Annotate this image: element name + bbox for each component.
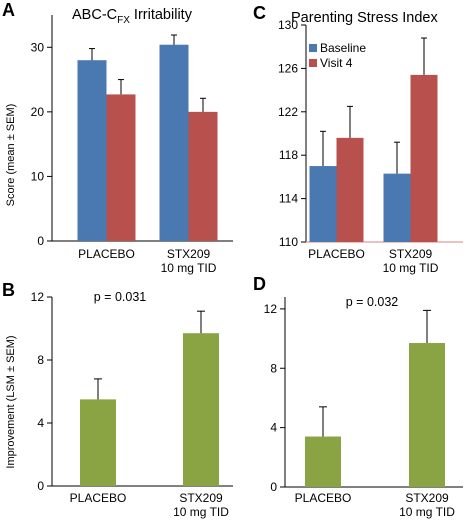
y-tick-label: 4: [37, 416, 44, 430]
bar: [77, 60, 107, 242]
y-tick-label: 0: [270, 480, 277, 494]
panel-c-title: Parenting Stress Index: [291, 10, 438, 26]
y-tick-label: 130: [278, 18, 298, 32]
bar: [106, 94, 136, 242]
legend-swatch-baseline: [309, 44, 317, 52]
y-tick-label: 114: [279, 192, 298, 206]
panel-b-ylabel: Improvement (LSM ± SEM): [5, 335, 17, 468]
bar: [188, 111, 218, 241]
panel-b-pvalue: p = 0.031: [94, 290, 147, 304]
y-tick-label: 8: [270, 361, 277, 375]
y-tick-label: 126: [278, 61, 298, 75]
category-label: PLACEBO: [70, 491, 127, 505]
bar: [159, 44, 189, 242]
legend-label-visit4: Visit 4: [320, 56, 353, 70]
category-label: STX209: [405, 491, 449, 505]
bar: [410, 74, 438, 242]
panel-a-title: ABC-CFX Irritability: [72, 7, 193, 26]
y-tick-label: 0: [37, 479, 44, 493]
category-label: STX209: [167, 247, 211, 261]
y-tick-label: 110: [279, 235, 298, 249]
category-label: PLACEBO: [78, 247, 135, 261]
category-sublabel: 10 mg TID: [399, 505, 455, 519]
category-label: PLACEBO: [295, 491, 352, 505]
category-label: STX209: [179, 491, 223, 505]
panel-label-d: D: [253, 274, 266, 294]
panel-label-a: A: [2, 0, 15, 20]
y-tick-label: 12: [264, 302, 278, 316]
panel-label-b: B: [2, 280, 15, 300]
bar: [305, 436, 341, 487]
bar: [309, 166, 337, 242]
bar: [336, 137, 364, 242]
y-tick-label: 30: [31, 40, 45, 54]
panel-a-ylabel: Score (mean ± SEM): [5, 104, 17, 207]
panel-label-c: C: [253, 3, 266, 23]
y-tick-label: 8: [37, 353, 44, 367]
y-tick-label: 0: [37, 234, 44, 248]
legend-label-baseline: Baseline: [320, 41, 366, 55]
y-tick-label: 118: [279, 148, 298, 162]
y-tick-label: 122: [278, 105, 298, 119]
category-sublabel: 10 mg TID: [173, 505, 229, 519]
category-sublabel: 10 mg TID: [161, 261, 217, 275]
y-tick-label: 12: [31, 290, 45, 304]
bar: [383, 173, 411, 242]
category-sublabel: 10 mg TID: [383, 261, 439, 275]
bar: [409, 343, 445, 487]
category-label: STX209: [389, 247, 433, 261]
bar: [80, 399, 116, 486]
y-tick-label: 10: [31, 169, 45, 183]
legend-swatch-visit4: [309, 59, 317, 67]
panel-d-pvalue: p = 0.032: [346, 295, 399, 309]
category-label: PLACEBO: [308, 247, 365, 261]
y-tick-label: 4: [270, 421, 277, 435]
panel-c-legend: Baseline Visit 4: [309, 41, 366, 70]
bar: [183, 333, 219, 486]
y-tick-label: 20: [31, 105, 45, 119]
